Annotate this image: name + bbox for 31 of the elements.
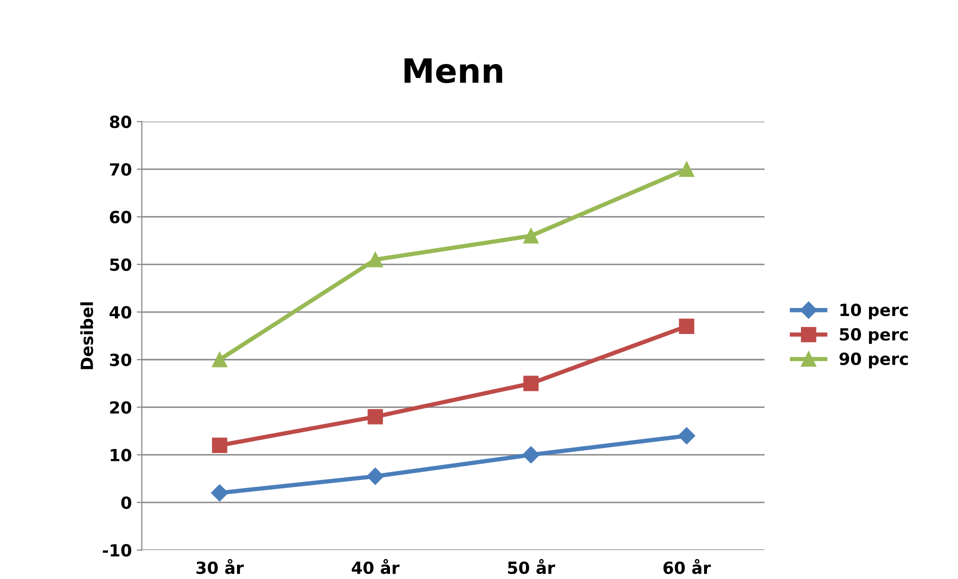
y-tick-label: 80 [110,116,132,128]
y-tick-label: -10 [102,544,132,557]
x-tick-label: 30 år [196,559,244,574]
y-tick-label: 20 [110,401,132,414]
y-tick-label: 0 [121,496,132,510]
point [212,352,228,368]
point [679,318,694,334]
y-axis-title: Desibel [80,302,94,370]
x-tick-label: 50 år [508,559,556,574]
x-tick-label: 60 år [663,559,711,574]
point [523,376,539,392]
point [368,409,383,424]
point [211,484,228,502]
point [522,446,540,464]
point [679,162,694,177]
point [523,228,539,244]
point [368,252,383,268]
legend-label: 90 perc [839,352,908,368]
y-tick-label: 50 [110,258,132,271]
y-tick-label: 40 [110,306,132,319]
point [366,468,384,485]
x-tick-label: 40 år [352,559,400,574]
legend-label: 10 perc [840,304,908,320]
chart-title: Menn [404,58,502,84]
y-tick-label: 60 [110,210,132,224]
y-tick-label: 30 [110,354,132,366]
legend-label: 50 perc [840,328,908,344]
point [212,438,228,453]
y-tick-label: 10 [110,448,132,462]
point [678,427,696,444]
y-tick-label: 70 [110,163,132,176]
